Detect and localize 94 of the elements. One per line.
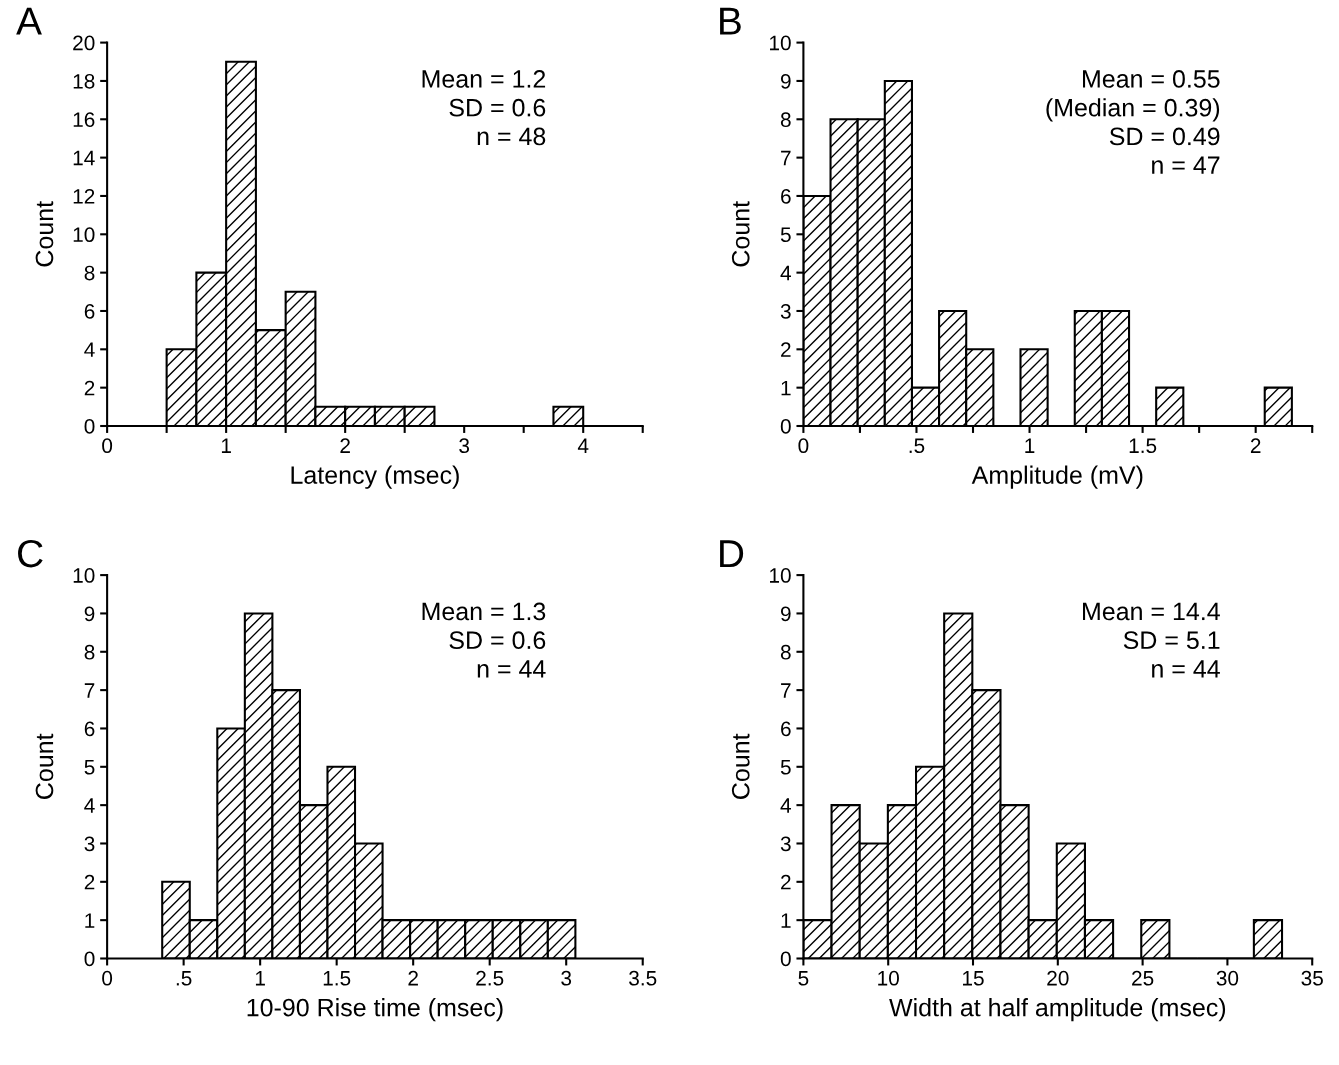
y-tick-label: 8 bbox=[780, 644, 791, 660]
y-tick-label: 14 bbox=[73, 150, 95, 166]
y-tick-label: 5 bbox=[780, 227, 791, 243]
x-tick-label: 0 bbox=[798, 438, 809, 454]
y-tick-label: 10 bbox=[770, 35, 791, 51]
annotation: (Median = 0.39) bbox=[1046, 98, 1220, 122]
x-tick-label: 25 bbox=[1132, 970, 1154, 986]
y-tick-label: 9 bbox=[84, 606, 95, 622]
y-tick-label: 2 bbox=[781, 874, 791, 890]
y-tick-label: 2 bbox=[84, 380, 95, 396]
y-tick-label: 4 bbox=[780, 265, 791, 281]
y-tick-label: 0 bbox=[780, 419, 791, 434]
x-tick-label: 15 bbox=[963, 971, 984, 986]
y-tick-label: 18 bbox=[73, 73, 95, 89]
annotation: SD = 0.6 bbox=[449, 631, 546, 650]
y-tick-label: 12 bbox=[73, 188, 95, 204]
y-axis-title: Count bbox=[731, 733, 750, 799]
x-tick-label: 1.5 bbox=[1129, 438, 1157, 454]
x-tick-label: 1 bbox=[221, 438, 231, 453]
x-tick-label: 3.5 bbox=[629, 970, 657, 986]
y-tick-label: 7 bbox=[781, 683, 791, 698]
y-tick-label: 3 bbox=[84, 836, 95, 852]
y-tick-label: 4 bbox=[84, 798, 95, 813]
y-tick-label: 7 bbox=[781, 150, 791, 166]
y-tick-label: 4 bbox=[780, 798, 791, 813]
y-tick-label: 3 bbox=[780, 836, 791, 852]
y-tick-label: 0 bbox=[780, 951, 791, 967]
x-tick-label: 1 bbox=[1025, 438, 1035, 453]
y-axis-title: Count bbox=[35, 733, 54, 799]
annotation: Mean = 1.2 bbox=[422, 70, 546, 88]
x-tick-label: 2 bbox=[340, 438, 350, 453]
x-tick-label: .5 bbox=[176, 971, 192, 986]
annotation: Mean = 14.4 bbox=[1083, 602, 1220, 621]
x-tick-label: 35 bbox=[1301, 970, 1323, 986]
x-tick-label: 0 bbox=[102, 438, 113, 454]
annotation: n = 44 bbox=[1152, 660, 1220, 678]
x-tick-label: 1.5 bbox=[323, 971, 351, 986]
annotation: Mean = 0.55 bbox=[1083, 70, 1220, 88]
x-tick-label: 0 bbox=[102, 970, 113, 986]
x-tick-label: 3 bbox=[561, 970, 572, 986]
x-tick-label: 5 bbox=[798, 971, 809, 986]
x-tick-label: 2 bbox=[408, 970, 418, 986]
y-axis-title: Count bbox=[731, 201, 750, 267]
x-axis-title: Amplitude (mV) bbox=[971, 465, 1143, 489]
annotation: SD = 5.1 bbox=[1123, 631, 1220, 650]
chart-title: A bbox=[16, 7, 42, 35]
x-axis-title: 10-90 Rise time (msec) bbox=[247, 998, 503, 1022]
y-tick-label: 8 bbox=[84, 265, 95, 281]
annotation: n = 47 bbox=[1152, 156, 1220, 174]
y-tick-label: 5 bbox=[780, 760, 791, 775]
x-tick-label: 10 bbox=[878, 970, 899, 986]
y-tick-label: 10 bbox=[73, 227, 95, 243]
y-tick-label: 5 bbox=[84, 760, 95, 775]
y-tick-label: 0 bbox=[84, 419, 95, 434]
y-tick-label: 4 bbox=[84, 342, 95, 357]
annotation: SD = 0.49 bbox=[1109, 127, 1220, 146]
y-tick-label: 6 bbox=[781, 188, 791, 204]
y-tick-label: 2 bbox=[84, 874, 95, 890]
annotation: SD = 0.6 bbox=[449, 98, 546, 117]
y-tick-label: 1 bbox=[781, 913, 791, 928]
x-tick-label: 4 bbox=[577, 438, 589, 453]
x-tick-label: 3 bbox=[459, 438, 470, 454]
y-tick-label: 20 bbox=[73, 35, 95, 51]
y-tick-label: 3 bbox=[780, 303, 791, 319]
y-tick-label: 10 bbox=[73, 568, 95, 583]
chart-title: C bbox=[18, 539, 43, 568]
y-tick-label: 7 bbox=[84, 683, 95, 698]
x-axis-title: Latency (msec) bbox=[291, 465, 459, 489]
x-tick-label: 30 bbox=[1216, 970, 1239, 986]
y-tick-label: 10 bbox=[770, 568, 791, 583]
y-tick-label: 6 bbox=[84, 721, 95, 737]
chart-title: B bbox=[720, 7, 741, 35]
y-tick-label: 6 bbox=[781, 721, 791, 737]
y-tick-label: 9 bbox=[780, 73, 791, 89]
x-tick-label: 1 bbox=[255, 971, 265, 986]
y-tick-label: 8 bbox=[84, 644, 95, 660]
y-tick-label: 0 bbox=[84, 951, 95, 967]
annotation: n = 44 bbox=[477, 660, 546, 678]
y-tick-label: 1 bbox=[781, 380, 791, 396]
x-tick-label: 20 bbox=[1047, 970, 1069, 986]
x-axis-title: Width at half amplitude (msec) bbox=[889, 998, 1226, 1022]
y-tick-label: 9 bbox=[780, 606, 791, 622]
y-tick-label: 1 bbox=[85, 913, 95, 928]
y-tick-label: 2 bbox=[781, 342, 791, 357]
x-tick-label: 2 bbox=[1250, 438, 1261, 453]
x-tick-label: 2.5 bbox=[476, 970, 504, 986]
y-tick-label: 8 bbox=[780, 112, 791, 128]
y-tick-label: 16 bbox=[73, 112, 95, 128]
chart-title: D bbox=[720, 540, 744, 568]
x-tick-label: .5 bbox=[909, 438, 925, 454]
annotation: Mean = 1.3 bbox=[422, 602, 546, 621]
y-tick-label: 6 bbox=[84, 303, 95, 319]
annotation: n = 48 bbox=[477, 127, 546, 146]
y-axis-title: Count bbox=[35, 201, 54, 267]
